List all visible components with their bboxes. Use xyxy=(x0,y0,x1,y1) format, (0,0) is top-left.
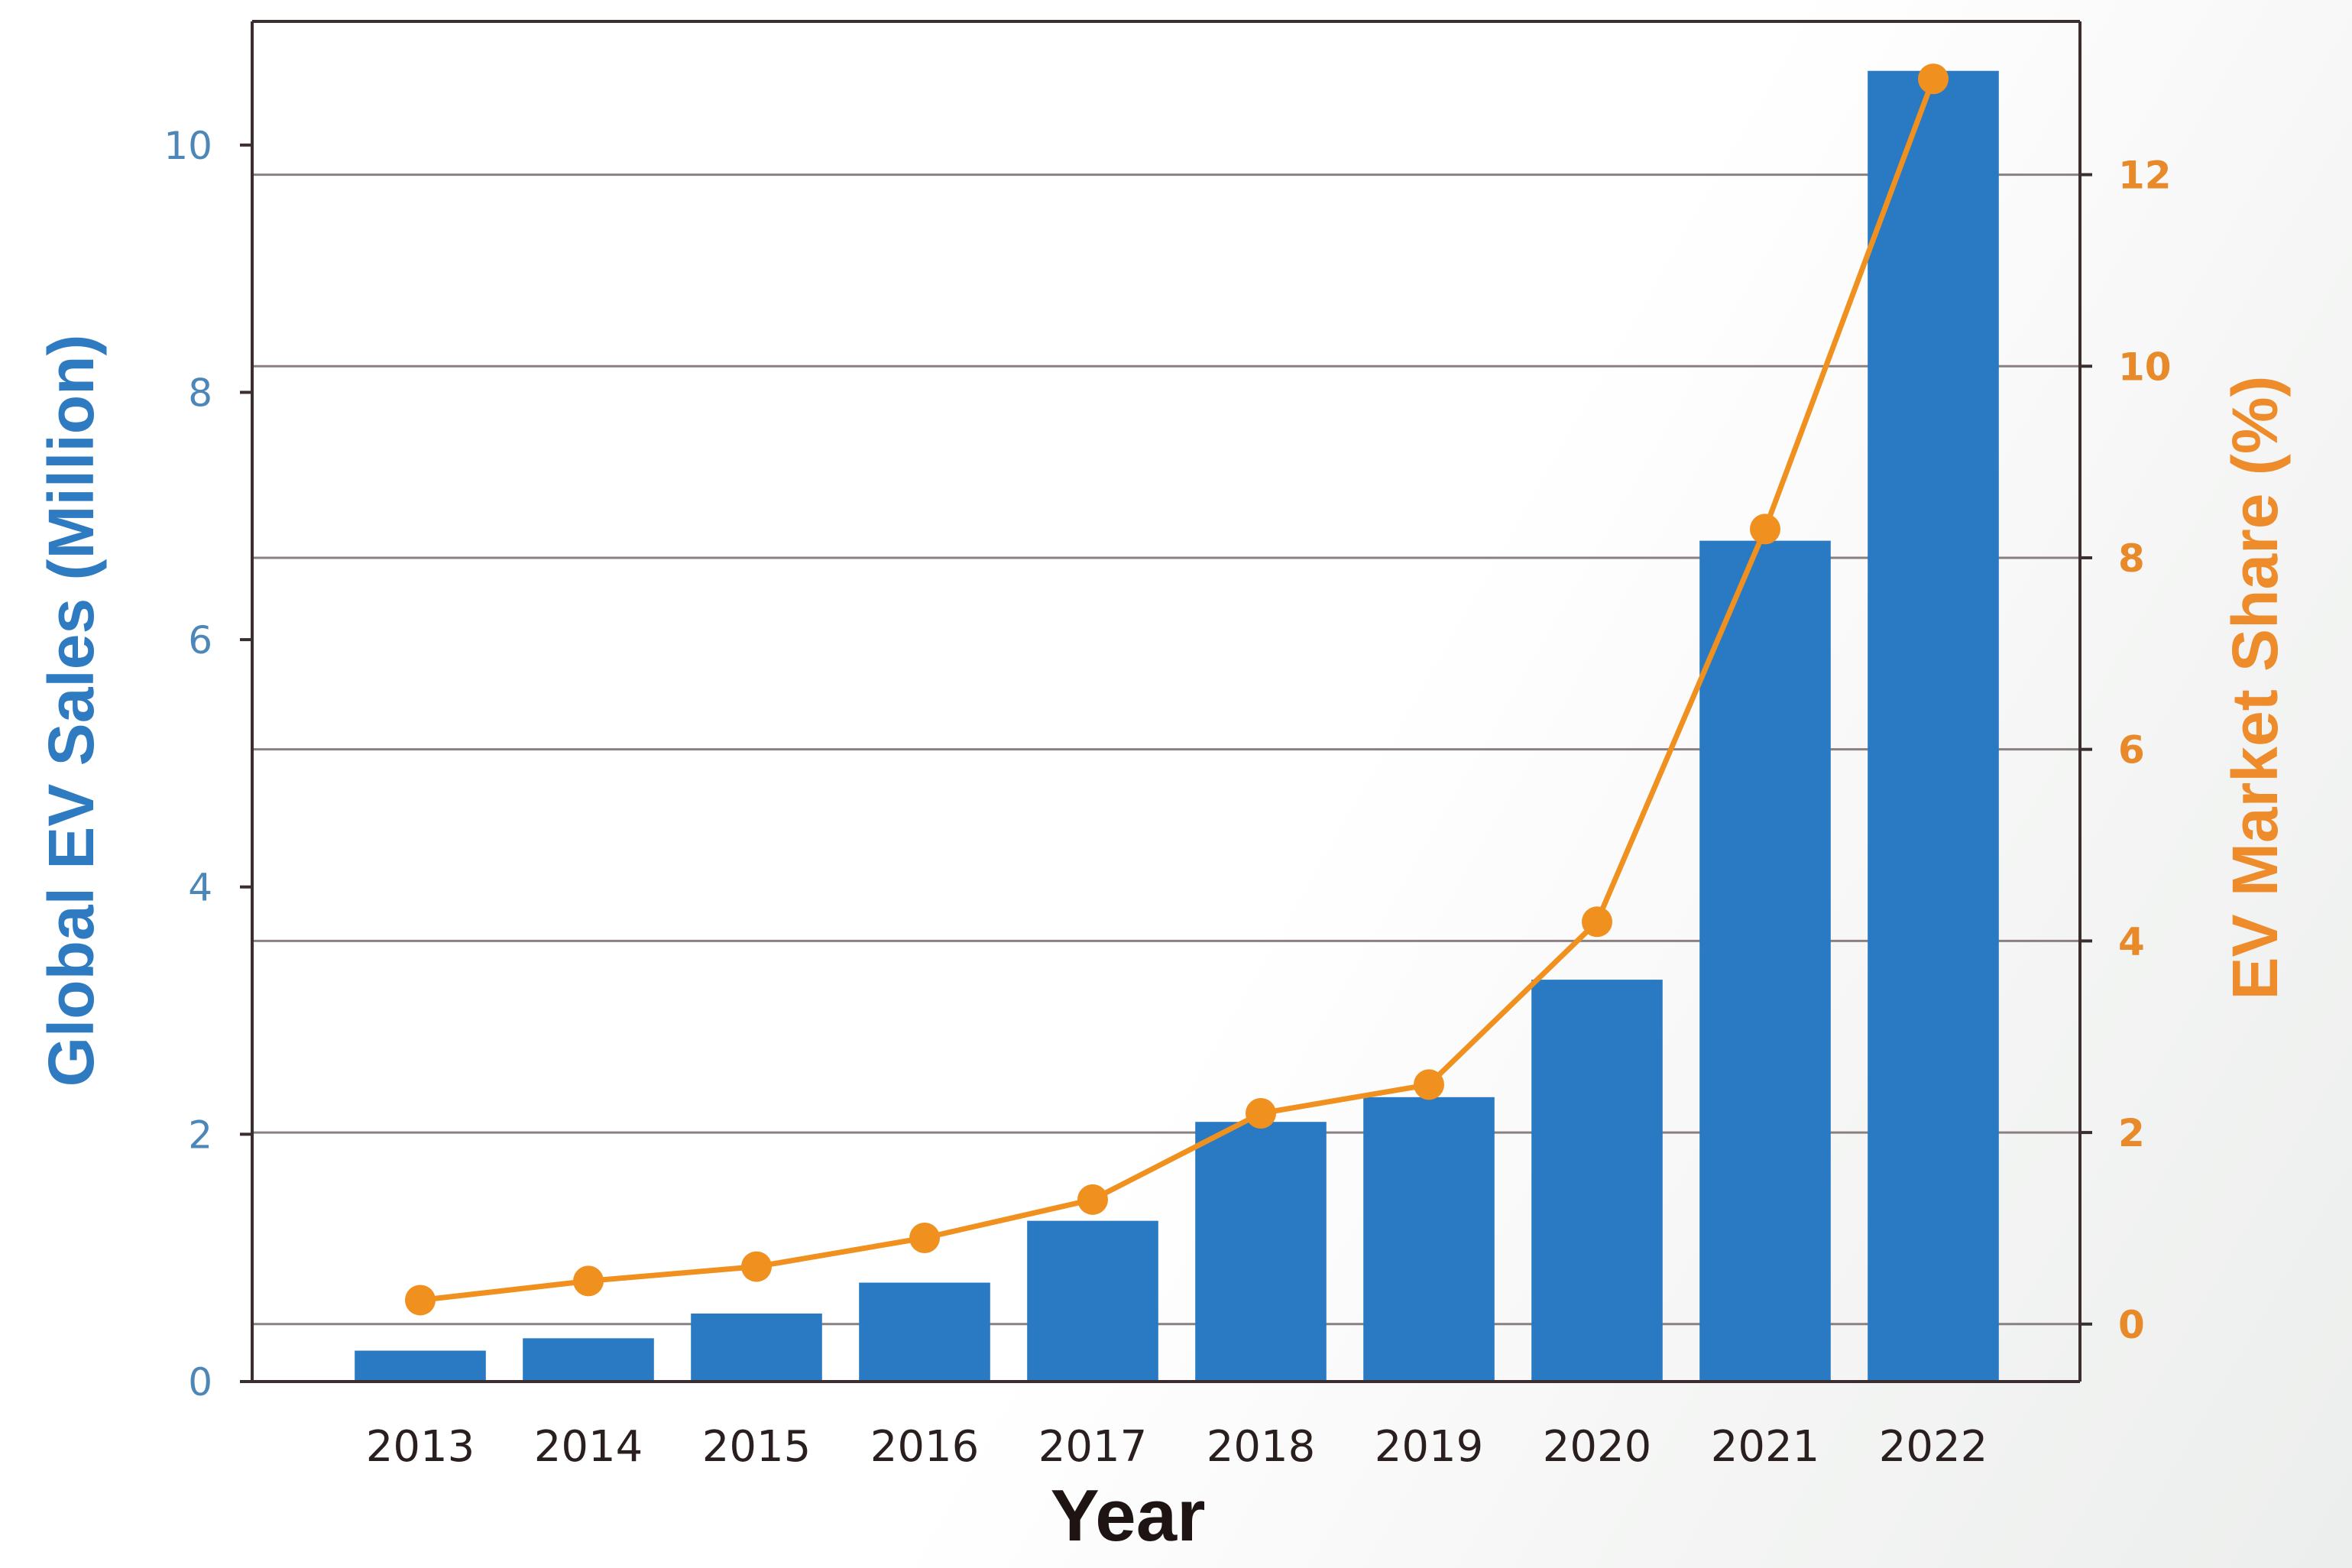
x-tick-label: 2022 xyxy=(1879,1422,1988,1472)
right-tick-label: 8 xyxy=(2118,536,2145,581)
right-axis-title: EV Market Share (%) xyxy=(2219,376,2291,1000)
x-tick-label: 2013 xyxy=(366,1422,475,1472)
market-share-point-2018 xyxy=(1246,1098,1276,1129)
bar-2014 xyxy=(523,1338,654,1382)
market-share-point-2019 xyxy=(1414,1069,1444,1100)
market-share-point-2013 xyxy=(405,1285,436,1316)
right-tick-label: 12 xyxy=(2118,154,2172,198)
frame-layer xyxy=(251,20,2081,1383)
left-tick-label: 10 xyxy=(164,124,212,168)
market-share-point-2017 xyxy=(1077,1184,1108,1215)
left-tick-label: 0 xyxy=(188,1360,212,1404)
bar-2015 xyxy=(691,1314,822,1382)
x-tick-label: 2021 xyxy=(1711,1422,1820,1472)
left-tick-label: 4 xyxy=(188,866,212,910)
line-layer xyxy=(405,63,1949,1316)
bar-2013 xyxy=(355,1350,486,1382)
market-share-point-2021 xyxy=(1750,513,1780,545)
bar-2020 xyxy=(1531,980,1663,1382)
x-tick-label: 2015 xyxy=(702,1422,812,1472)
right-tick-label: 2 xyxy=(2118,1111,2145,1155)
x-tick-label: 2014 xyxy=(534,1422,643,1472)
market-share-point-2020 xyxy=(1582,906,1612,938)
x-tick-label: 2017 xyxy=(1038,1422,1148,1472)
label-layer: Year Global EV Sales (Million) EV Market S… xyxy=(35,335,2291,1557)
bar-2018 xyxy=(1195,1122,1327,1382)
left-tick-label: 8 xyxy=(188,371,212,415)
right-tick-label: 6 xyxy=(2118,728,2145,773)
left-axis-title: Global EV Sales (Million) xyxy=(35,335,107,1087)
right-tick-label: 4 xyxy=(2118,919,2145,964)
bar-2016 xyxy=(859,1282,990,1382)
left-tick-label: 2 xyxy=(188,1113,212,1157)
market-share-point-2022 xyxy=(1918,63,1949,95)
bar-2021 xyxy=(1699,540,1831,1382)
market-share-line xyxy=(417,76,1936,1303)
bar-layer xyxy=(355,70,1999,1382)
x-axis-title: Year xyxy=(1051,1475,1206,1557)
left-tick-label: 6 xyxy=(188,618,212,663)
bar-2022 xyxy=(1868,70,1999,1382)
tick-layer: 0 2 4 6 8 10 0 2 4 6 8 10 12 2013 2014 2015 2016 2017 2018… xyxy=(164,124,2171,1472)
x-tick-label: 2020 xyxy=(1543,1422,1652,1472)
grid-layer xyxy=(252,173,2080,1326)
market-share-point-2014 xyxy=(573,1265,604,1297)
x-tick-label: 2016 xyxy=(870,1422,980,1472)
x-tick-label: 2019 xyxy=(1375,1422,1484,1472)
right-tick-label: 10 xyxy=(2118,345,2172,389)
market-share-point-2016 xyxy=(909,1222,940,1253)
right-tick-label: 0 xyxy=(2118,1303,2145,1347)
bar-2017 xyxy=(1027,1220,1158,1382)
bar-2019 xyxy=(1363,1097,1495,1382)
x-tick-label: 2018 xyxy=(1207,1422,1316,1472)
market-share-point-2015 xyxy=(741,1251,772,1282)
